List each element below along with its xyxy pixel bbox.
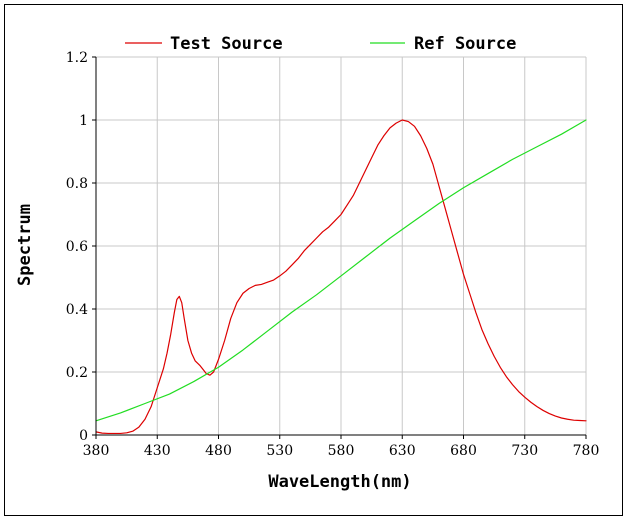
x-tick-label: 730 — [511, 443, 538, 459]
legend: Test Source Ref Source — [125, 34, 516, 54]
y-tick-label: 0.8 — [66, 176, 88, 192]
series-line-ref-source — [95, 119, 587, 422]
y-tick-label: 0.2 — [66, 365, 88, 381]
chart-frame — [4, 4, 623, 516]
x-tick-label: 780 — [573, 443, 600, 459]
y-axis-title: Spectrum — [15, 204, 35, 286]
y-ticks: 0 0.2 0.4 0.6 0.8 1 1.2 — [66, 50, 96, 444]
x-tick-label: 630 — [389, 443, 416, 459]
x-tick-label: 580 — [328, 443, 355, 459]
y-tick-label: 0.4 — [66, 302, 88, 318]
x-axis-title: WaveLength(nm) — [268, 472, 411, 492]
legend-label-ref-source: Ref Source — [414, 34, 516, 54]
series-line-test-source — [95, 119, 587, 435]
y-tick-label: 0 — [79, 428, 88, 444]
x-tick-label: 680 — [450, 443, 477, 459]
x-tick-label: 380 — [83, 443, 110, 459]
series-layer — [95, 119, 587, 435]
x-tick-label: 430 — [144, 443, 171, 459]
x-tick-label: 530 — [266, 443, 293, 459]
y-grid — [96, 56, 586, 373]
x-ticks: 380 430 480 530 580 630 680 730 780 — [83, 435, 600, 459]
x-tick-label: 480 — [205, 443, 232, 459]
y-tick-label: 1 — [79, 113, 88, 129]
y-tick-label: 1.2 — [66, 50, 88, 66]
y-tick-label: 0.6 — [66, 239, 88, 255]
legend-label-test-source: Test Source — [170, 34, 283, 54]
